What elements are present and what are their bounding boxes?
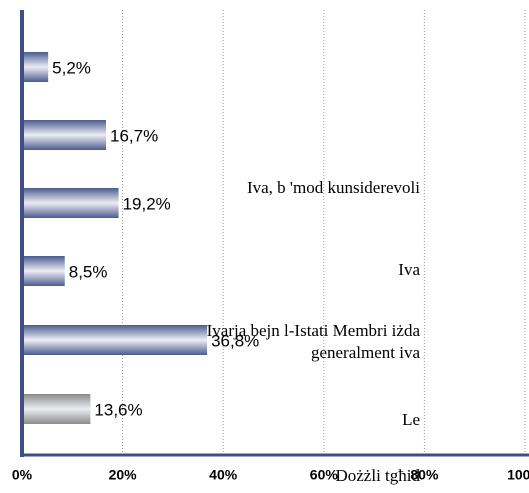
x-tick-label: 20% xyxy=(109,467,138,483)
bar xyxy=(22,394,91,424)
bar xyxy=(22,256,65,286)
x-axis-label: Dożżli tgħid xyxy=(335,466,420,485)
value-label: 19,2% xyxy=(123,194,171,213)
value-label: 5,2% xyxy=(52,58,91,77)
x-tick-label: 0% xyxy=(12,467,33,483)
category-label: Le xyxy=(402,410,420,429)
value-label: 16,7% xyxy=(110,126,158,145)
value-label: 8,5% xyxy=(69,262,108,281)
x-tick-label: 40% xyxy=(209,467,238,483)
value-label: 13,6% xyxy=(94,400,142,419)
category-label: Ivarja bejn l-Istati Membri iżda general… xyxy=(206,321,420,362)
x-tick-label: 80% xyxy=(410,467,439,483)
x-tick-label: 100% xyxy=(507,467,529,483)
bar xyxy=(22,188,119,218)
category-label: Iva xyxy=(398,260,420,279)
x-tick-label: 60% xyxy=(310,467,339,483)
category-label: Iva, b 'mod kunsiderevoli xyxy=(246,178,420,197)
bar xyxy=(22,325,208,355)
bar xyxy=(22,52,49,82)
value-label: 36,8% xyxy=(211,331,259,350)
bar xyxy=(22,120,107,150)
